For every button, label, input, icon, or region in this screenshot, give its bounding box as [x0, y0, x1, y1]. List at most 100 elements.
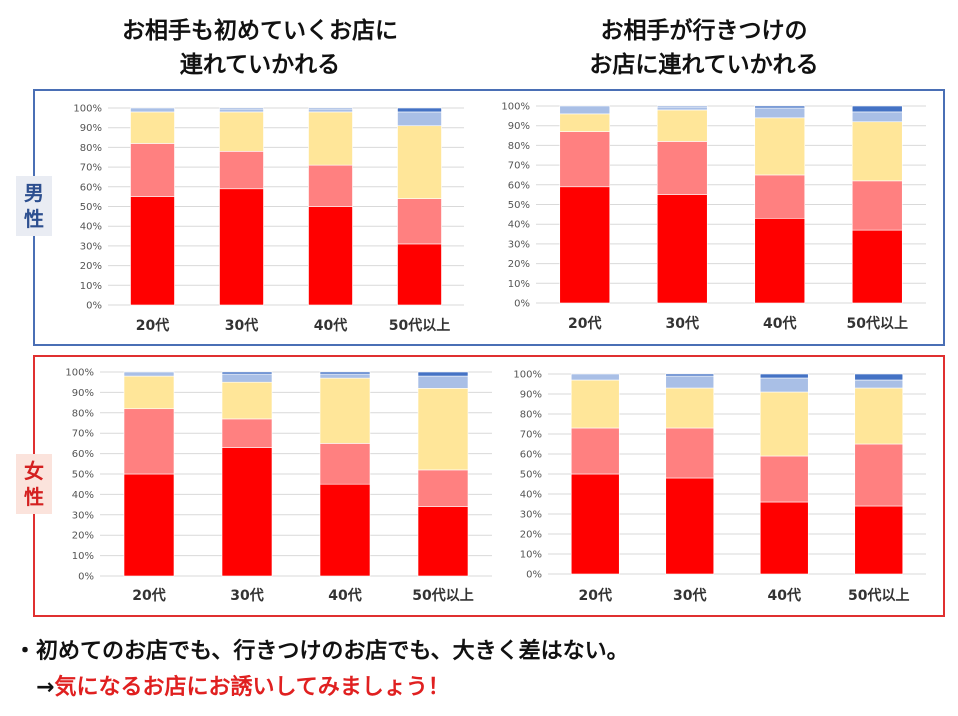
bar-segment	[130, 143, 175, 197]
y-tick-label: 0%	[514, 299, 530, 310]
y-tick-label: 0%	[526, 570, 542, 581]
bar-segment	[854, 443, 904, 507]
bar-segment	[123, 408, 175, 475]
y-tick-label: 50%	[72, 470, 94, 481]
bar-segment	[130, 196, 175, 306]
bar-segment	[656, 141, 708, 195]
chart-male-first-time: 0% 10% 20% 30% 40% 50% 60% 70% 80% 90% 100% 20代 30代 4…	[73, 104, 464, 334]
y-tick-label: 20%	[72, 531, 94, 542]
y-tick-label: 100%	[73, 104, 102, 115]
right-column-title: お相手が行きつけの お店に連れていかれる	[504, 14, 904, 82]
x-tick-label: 20代	[132, 587, 165, 604]
y-tick-label: 40%	[80, 222, 102, 233]
bar-segment	[123, 371, 175, 377]
y-tick-label: 90%	[508, 121, 530, 132]
y-tick-label: 90%	[80, 123, 102, 134]
bar-segment	[759, 377, 809, 393]
bar-segment	[397, 243, 442, 306]
y-tick-label: 60%	[520, 450, 542, 461]
bar-segment	[570, 473, 620, 575]
x-tick-label: 30代	[666, 315, 699, 332]
bar-segment	[319, 483, 371, 577]
y-tick-label: 30%	[520, 510, 542, 521]
y-tick-label: 80%	[508, 141, 530, 152]
y-tick-label: 70%	[508, 161, 530, 172]
bar-segment	[308, 206, 353, 306]
bar-segment	[397, 111, 442, 127]
y-tick-label: 70%	[72, 429, 94, 440]
y-tick-label: 40%	[72, 490, 94, 501]
bar-segment	[754, 174, 806, 219]
female-label-line1: 女	[24, 459, 44, 483]
y-tick-label: 20%	[520, 530, 542, 541]
bar-segment	[417, 371, 469, 377]
bar-segment	[417, 506, 469, 577]
male-row-label: 男 性	[16, 176, 52, 236]
bar-segment	[656, 106, 708, 111]
y-tick-label: 60%	[72, 449, 94, 460]
y-tick-label: 20%	[508, 259, 530, 270]
bar-segment	[851, 180, 903, 231]
bar-segment	[417, 469, 469, 507]
x-tick-label: 30代	[225, 317, 258, 334]
bar-segment	[308, 111, 353, 166]
call-to-action-text: 気になるお店にお誘いしてみましょう！	[54, 675, 450, 700]
chart-female-regular: 0% 10% 20% 30% 40% 50% 60% 70% 80% 90% 100% 20代 30代 4…	[513, 370, 926, 604]
bar-segment	[665, 427, 715, 479]
bar-segment	[759, 501, 809, 575]
bar-segment	[754, 107, 806, 119]
y-tick-label: 50%	[508, 200, 530, 211]
chart-male-regular: 0% 10% 20% 30% 40% 50% 60% 70% 80% 90% 100% 20代 30代 4…	[501, 102, 926, 332]
y-tick-label: 0%	[86, 301, 102, 312]
bar-segment	[854, 387, 904, 445]
x-tick-label: 40代	[768, 587, 801, 604]
bar-segment	[759, 455, 809, 503]
bar-segment	[665, 373, 715, 377]
female-label-line2: 性	[24, 485, 44, 509]
y-tick-label: 10%	[508, 279, 530, 290]
arrow-icon: →	[36, 675, 55, 700]
x-tick-label: 50代以上	[848, 587, 909, 604]
bar-segment	[308, 108, 353, 113]
bar-segment	[221, 381, 273, 420]
bar-segment	[754, 217, 806, 304]
x-tick-label: 30代	[230, 587, 263, 604]
bar-segment	[417, 388, 469, 471]
bar-segment	[319, 377, 371, 444]
x-tick-label: 20代	[136, 317, 169, 334]
y-tick-label: 80%	[80, 143, 102, 154]
bar-segment	[570, 379, 620, 429]
y-tick-label: 40%	[508, 220, 530, 231]
bar-segment	[221, 447, 273, 577]
bar-segment	[123, 375, 175, 410]
left-column-title: お相手も初めていくお店に 連れていかれる	[60, 14, 460, 82]
bar-segment	[656, 105, 708, 108]
x-tick-label: 40代	[314, 317, 347, 334]
y-tick-label: 10%	[80, 281, 102, 292]
y-tick-label: 60%	[80, 182, 102, 193]
y-tick-label: 80%	[520, 410, 542, 421]
x-tick-label: 50代以上	[412, 587, 473, 604]
bar-segment	[130, 111, 175, 144]
bar-segment	[754, 117, 806, 176]
bar-segment	[221, 418, 273, 448]
bar-segment	[417, 375, 469, 389]
bar-segment	[397, 198, 442, 245]
bar-segment	[656, 194, 708, 304]
bar-segment	[319, 373, 371, 379]
bar-segment	[219, 188, 264, 306]
bar-segment	[219, 111, 264, 152]
bar-segment	[130, 107, 175, 113]
y-tick-label: 40%	[520, 490, 542, 501]
bar-segment	[221, 373, 273, 383]
bar-segment	[570, 373, 620, 381]
bar-segment	[123, 473, 175, 577]
right-title-line2: お店に連れていかれる	[589, 52, 819, 78]
bar-segment	[851, 229, 903, 304]
bar-segment	[665, 387, 715, 429]
right-title-line1: お相手が行きつけの	[600, 18, 808, 44]
x-tick-label: 50代以上	[389, 317, 450, 334]
bar-segment	[570, 427, 620, 475]
bar-segment	[559, 186, 611, 304]
bar-segment	[319, 443, 371, 485]
